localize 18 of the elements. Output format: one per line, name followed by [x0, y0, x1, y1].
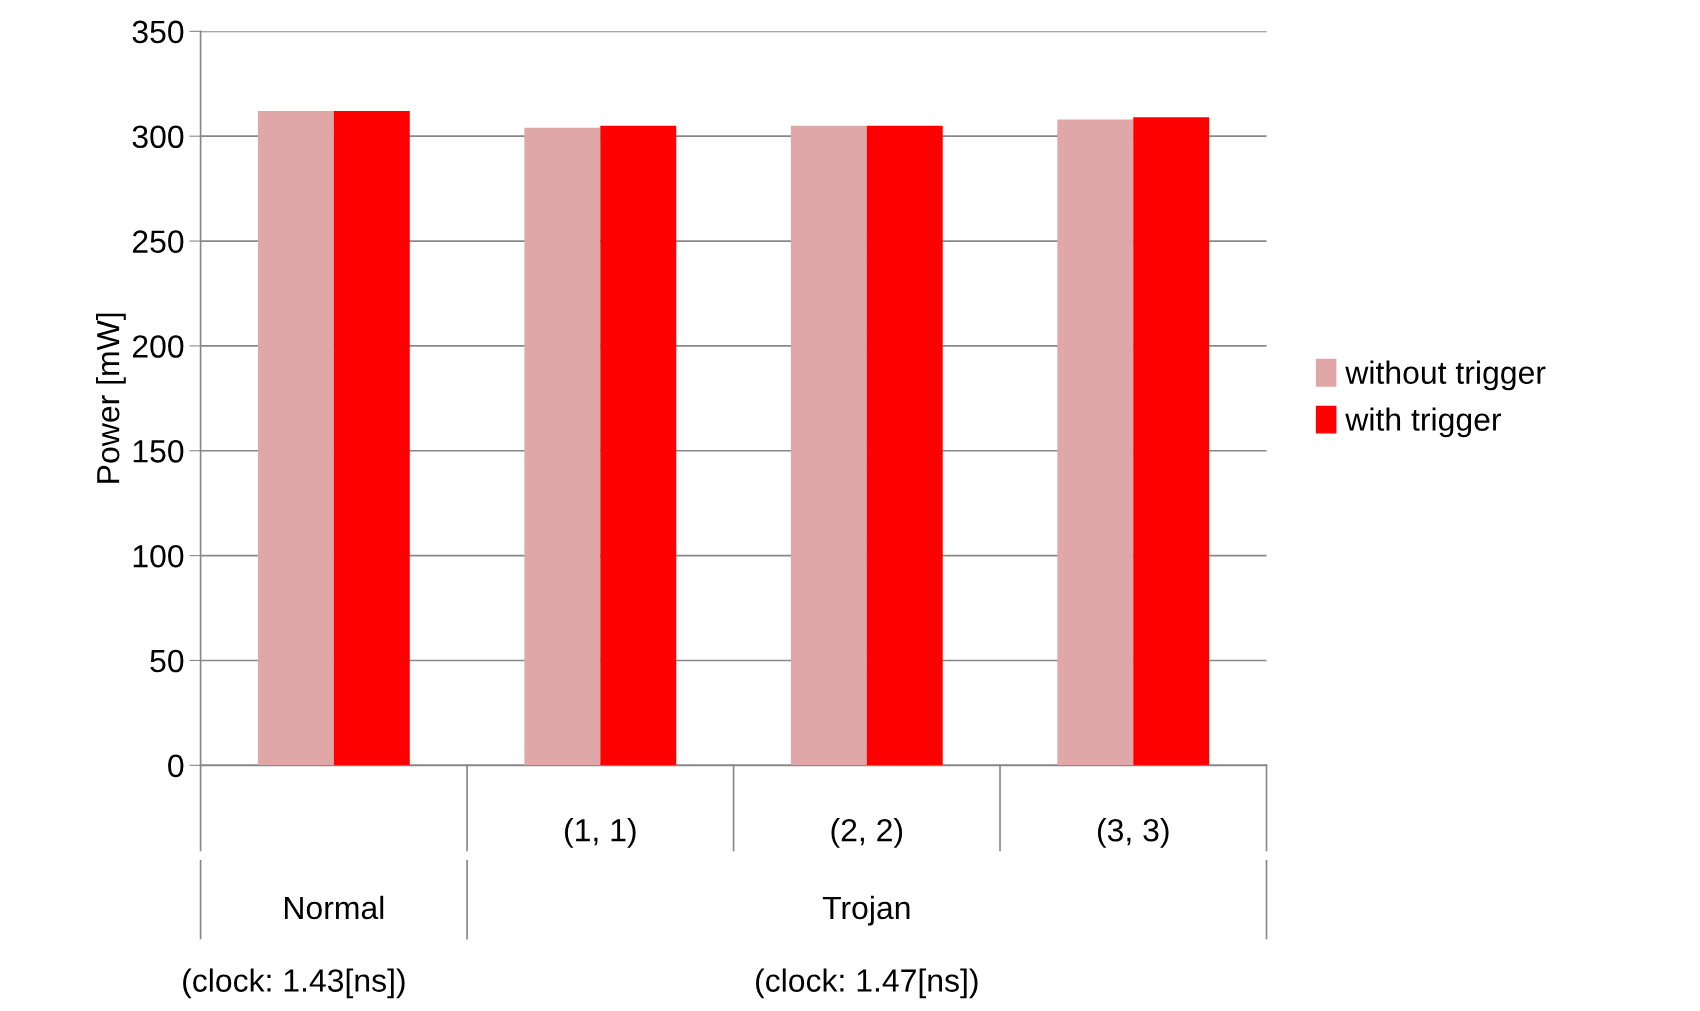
y-tick-label: 350	[132, 20, 184, 44]
text: (clock: 1.47[ns])	[756, 968, 978, 999]
y-tick-label: 150	[133, 440, 184, 463]
x-tick-label: (1, 1)	[565, 818, 636, 848]
text: Normal	[284, 895, 384, 920]
y-tick-label: 100	[133, 544, 184, 568]
y-axis-title: Power [mW]	[96, 313, 126, 483]
text: (clock: 1.43[ns])	[183, 968, 405, 999]
y-tick-label: 0	[168, 754, 184, 778]
x-tick-label: (2, 2)	[831, 818, 903, 848]
y-tick-label: 250	[132, 230, 184, 253]
text: Trojan	[822, 895, 910, 926]
y-tick-label: 200	[132, 335, 184, 358]
y-tick-label: 50	[150, 649, 184, 673]
legend-label: without trigger	[1345, 360, 1546, 391]
x-tick-label: (3, 3)	[1097, 818, 1169, 848]
y-tick-label: 300	[132, 125, 184, 149]
legend-label: with trigger	[1345, 407, 1502, 438]
